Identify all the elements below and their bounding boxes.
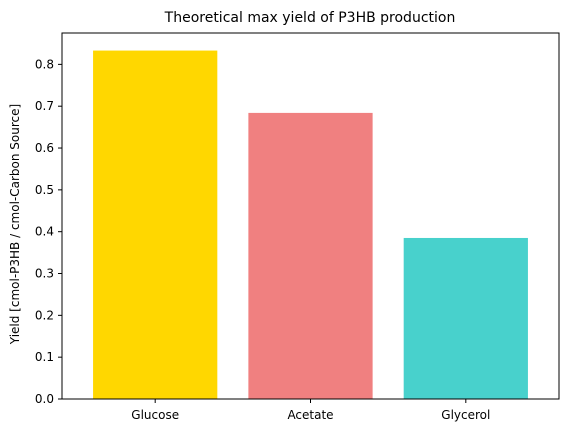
- plot-frame: [61, 32, 560, 400]
- y-axis-label: Yield [cmol-P3HB / cmol-Carbon Source]: [8, 104, 22, 345]
- y-tick-label: 0.8: [35, 57, 54, 71]
- y-tick-label: 0.5: [35, 183, 54, 197]
- chart-title: Theoretical max yield of P3HB production: [164, 10, 456, 26]
- x-axis-ticks: Glucose Acetate Glycerol: [131, 399, 490, 422]
- bar-acetate: [248, 112, 373, 399]
- bar-glycerol: [403, 237, 528, 399]
- y-axis-ticks: 0.0 0.1 0.2 0.3 0.4 0.5 0.6 0.7 0.8: [35, 57, 62, 406]
- y-tick-label: 0.3: [35, 267, 54, 281]
- y-tick-label: 0.4: [35, 225, 54, 239]
- x-tick-label-glucose: Glucose: [131, 408, 179, 422]
- x-tick-label-glycerol: Glycerol: [441, 408, 490, 422]
- x-tick-label-acetate: Acetate: [287, 408, 333, 422]
- bars-group: [93, 50, 528, 400]
- y-tick-label: 0.6: [35, 141, 54, 155]
- y-tick-label: 0.0: [35, 392, 54, 406]
- bar-glucose: [93, 50, 218, 400]
- y-tick-label: 0.7: [35, 99, 54, 113]
- y-tick-label: 0.2: [35, 308, 54, 322]
- y-tick-label: 0.1: [35, 350, 54, 364]
